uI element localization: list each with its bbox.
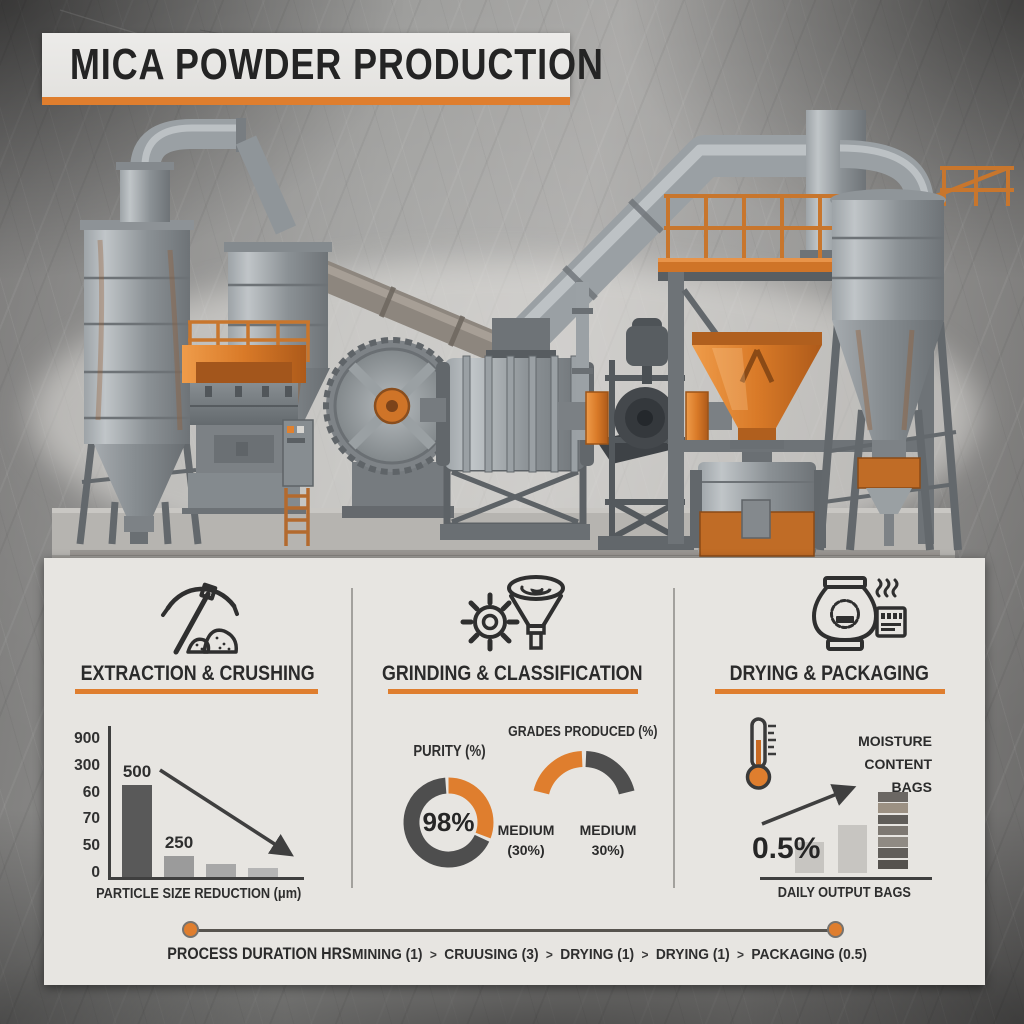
maintenance-ladder xyxy=(284,488,310,546)
stacked-bag xyxy=(878,792,908,802)
bar-column: 500 xyxy=(122,762,152,877)
timeline-step: DRYING (1) xyxy=(560,946,635,963)
gauge-segment-labels: MEDIUM (30%) MEDIUM 30%) xyxy=(487,820,647,861)
gauge-label-right: MEDIUM 30%) xyxy=(579,822,637,859)
control-cabinet xyxy=(282,419,314,487)
timeline-separator: > xyxy=(641,947,649,962)
heading-underline xyxy=(715,689,945,694)
bag-stack xyxy=(878,792,908,870)
upward-trend-arrow xyxy=(761,784,857,826)
bar-value-label: 250 xyxy=(164,833,194,852)
output-bar xyxy=(838,825,867,873)
purity-donut-chart: 98% xyxy=(396,770,501,875)
bar xyxy=(206,864,236,877)
bar-column xyxy=(206,861,236,877)
y-tick: 50 xyxy=(82,837,100,855)
purity-value: 98% xyxy=(422,807,475,837)
section-heading-extraction: EXTRACTION & CRUSHING xyxy=(80,662,315,685)
y-tick: 900 xyxy=(74,730,100,747)
stacked-bag xyxy=(878,837,908,847)
bar-chart-y-axis: 900 300 60 70 50 0 xyxy=(52,730,100,882)
orange-cone-hopper xyxy=(692,332,822,449)
stacked-bag xyxy=(878,859,908,870)
powder-bag-icon xyxy=(787,570,913,663)
moisture-content-label: MOISTURE CONTENT xyxy=(858,733,932,773)
timeline-label: PROCESS DURATION HRS xyxy=(166,944,352,963)
y-tick: 60 xyxy=(82,783,100,801)
section-heading-grinding: GRINDING & CLASSIFICATION xyxy=(381,662,643,685)
heading-underline xyxy=(388,689,638,694)
cyclone-separator xyxy=(76,162,202,545)
bags-label: BAGS xyxy=(891,779,932,796)
downward-trend-arrow xyxy=(159,768,294,857)
section-divider-1 xyxy=(351,588,353,888)
heading-underline xyxy=(75,689,318,694)
disc-mill xyxy=(323,337,484,518)
y-tick: 300 xyxy=(74,756,100,774)
bar xyxy=(248,868,278,877)
grades-gauge-chart xyxy=(524,739,644,819)
stacked-bag xyxy=(878,803,908,813)
stacked-bag xyxy=(878,825,908,836)
output-bar xyxy=(795,842,824,873)
section-divider-2 xyxy=(673,588,675,888)
y-tick: 0 xyxy=(91,863,100,881)
timeline-dot-start xyxy=(182,921,199,938)
stacked-bag xyxy=(878,814,908,825)
timeline-steps: MINING (1) > CRUUSING (3) > DRYING (1) > DRYIN… xyxy=(352,946,867,963)
bar-value-label: 500 xyxy=(122,762,152,781)
bar-chart-caption: PARTICLE SIZE REDUCTION (μm) xyxy=(96,885,302,902)
pickaxe-rocks-icon xyxy=(142,574,254,663)
stacked-bag xyxy=(878,848,908,858)
gear-funnel-icon xyxy=(452,570,576,663)
gauge-title: GRADES PRODUCED (%) xyxy=(508,724,658,740)
timeline-separator: > xyxy=(545,947,553,962)
bar xyxy=(164,856,194,877)
y-tick: 70 xyxy=(82,810,100,828)
gauge-label-left: MEDIUM (30%) xyxy=(497,822,555,859)
bar-chart-axis-line xyxy=(108,726,111,879)
timeline-separator: > xyxy=(429,947,437,962)
timeline-line xyxy=(190,929,835,932)
infographic-panel: EXTRACTION & CRUSHING 900 300 60 70 50 0 500 2… xyxy=(44,558,985,985)
section-heading-drying: DRYING & PACKAGING xyxy=(729,662,929,685)
timeline-step: MINING (1) xyxy=(352,946,423,963)
bar-column xyxy=(248,865,278,877)
moisture-value: 0.5% xyxy=(752,832,821,865)
moisture-labels: MOISTURE CONTENT BAGS xyxy=(800,730,932,799)
timeline-step: PACKAGING (0.5) xyxy=(751,946,867,963)
bar-chart-bars: 500 250 xyxy=(122,738,302,877)
storage-silo xyxy=(816,189,962,551)
timeline-step: DRYING (1) xyxy=(655,946,730,963)
bar xyxy=(122,785,152,877)
donut-title: PURITY (%) xyxy=(412,743,486,760)
pulverizer-mill xyxy=(690,452,826,557)
output-mini-bars xyxy=(795,825,875,873)
machinery-photo xyxy=(30,110,1014,560)
thermometer-icon xyxy=(738,714,784,799)
output-baseline xyxy=(760,877,932,880)
bar-chart-baseline xyxy=(108,877,304,880)
bar-column: 250 xyxy=(164,833,194,877)
daily-output-caption: DAILY OUTPUT BAGS xyxy=(777,884,911,901)
timeline-dot-end xyxy=(827,921,844,938)
timeline-step: CRUUSING (3) xyxy=(444,946,539,963)
title-banner: MICA POWDER PRODUCTION xyxy=(42,33,603,97)
title-accent-bar xyxy=(42,97,570,105)
page-title: MICA POWDER PRODUCTION xyxy=(69,40,604,89)
timeline-separator: > xyxy=(737,947,745,962)
